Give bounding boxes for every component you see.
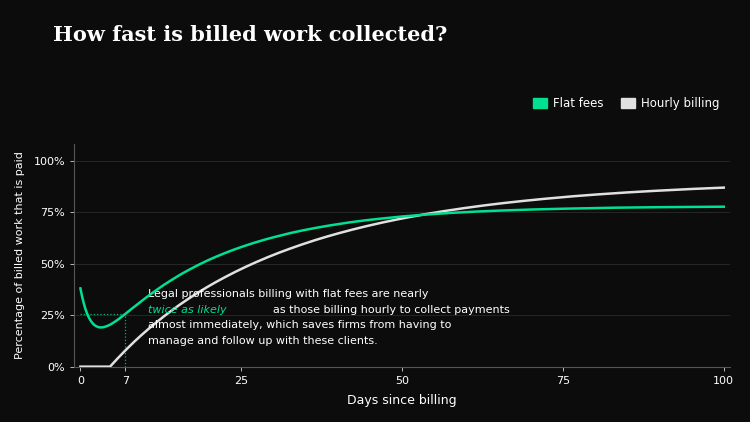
Text: twice as likely: twice as likely <box>148 305 226 315</box>
Text: almost immediately, which saves firms from having to: almost immediately, which saves firms fr… <box>148 320 452 330</box>
Y-axis label: Percentage of billed work that is paid: Percentage of billed work that is paid <box>15 151 25 360</box>
Text: as those billing hourly to collect payments: as those billing hourly to collect payme… <box>274 305 510 315</box>
Text: Legal professionals billing with flat fees are nearly: Legal professionals billing with flat fe… <box>148 289 428 300</box>
Legend: Flat fees, Hourly billing: Flat fees, Hourly billing <box>528 92 724 115</box>
X-axis label: Days since billing: Days since billing <box>347 394 457 407</box>
Text: manage and follow up with these clients.: manage and follow up with these clients. <box>148 336 378 346</box>
Text: How fast is billed work collected?: How fast is billed work collected? <box>53 25 447 45</box>
